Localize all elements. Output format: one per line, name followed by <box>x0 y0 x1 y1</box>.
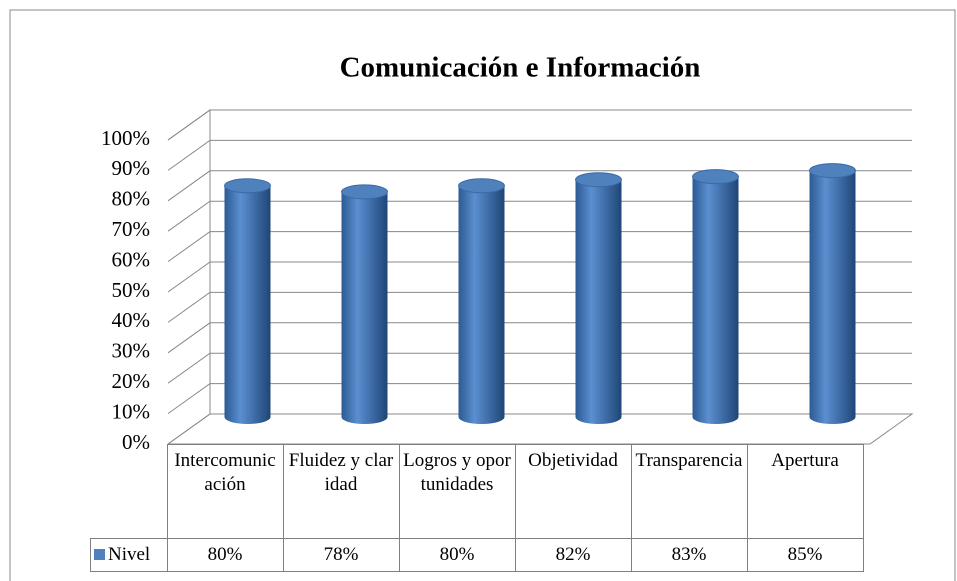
bar-body <box>224 185 271 424</box>
y-tick-label: 100% <box>101 126 150 150</box>
grid-line <box>167 170 912 202</box>
y-tick-label: 90% <box>112 156 151 180</box>
corner-cell <box>90 444 168 539</box>
grid-line <box>167 383 912 415</box>
y-tick-label: 40% <box>112 308 151 332</box>
grid-line <box>167 139 912 171</box>
value-cell: 82% <box>514 538 632 572</box>
grid-line <box>167 291 912 323</box>
legend-label: Nivel <box>108 544 151 565</box>
data-table: Intercomunicación Fluidez y claridad Logro… <box>90 444 864 572</box>
category-cell: Transparencia <box>630 444 748 539</box>
bar <box>809 163 856 424</box>
bar <box>575 172 622 424</box>
grid-line <box>167 352 912 384</box>
y-tick-label: 10% <box>112 399 151 423</box>
category-cell: Intercomunicación <box>166 444 284 539</box>
grid-line <box>167 322 912 354</box>
y-tick-label: 70% <box>112 217 151 241</box>
bar <box>224 178 271 424</box>
header-row: Intercomunicación Fluidez y claridad Logro… <box>90 444 864 539</box>
bar-top <box>341 184 388 200</box>
y-tick-label: 80% <box>112 187 151 211</box>
bar-body <box>809 170 856 424</box>
legend-cell: Nivel <box>90 538 168 572</box>
value-cell: 80% <box>166 538 284 572</box>
bar-body <box>458 185 505 424</box>
grid-line <box>167 413 912 445</box>
category-cell: Logros y oportunidades <box>398 444 516 539</box>
bar-body <box>575 179 622 424</box>
category-cell: Objetividad <box>514 444 632 539</box>
bar-top <box>809 163 856 179</box>
value-cell: 78% <box>282 538 400 572</box>
category-cell: Apertura <box>746 444 864 539</box>
bar-top <box>224 178 271 194</box>
y-tick-label: 60% <box>112 247 151 271</box>
bar-body <box>341 191 388 424</box>
grid-line <box>167 261 912 293</box>
category-cell: Fluidez y claridad <box>282 444 400 539</box>
value-row: Nivel 80% 78% 80% 82% 83% 85% <box>90 538 864 572</box>
bar <box>692 169 739 424</box>
y-tick-label: 50% <box>112 278 151 302</box>
bar <box>341 184 388 424</box>
legend-key <box>94 549 105 560</box>
chart-border <box>9 9 956 581</box>
value-cell: 83% <box>630 538 748 572</box>
bar-top <box>575 172 622 188</box>
grid-line <box>167 109 912 141</box>
bar-body <box>692 176 739 424</box>
floor <box>168 413 914 445</box>
value-cell: 80% <box>398 538 516 572</box>
bar-top <box>458 178 505 194</box>
grid-line <box>167 231 912 263</box>
bar <box>458 178 505 424</box>
grid-line <box>167 200 912 232</box>
chart-title: Comunicación e Información <box>340 52 701 84</box>
y-tick-label: 20% <box>112 369 151 393</box>
bar-top <box>692 169 739 185</box>
value-cell: 85% <box>746 538 864 572</box>
y-tick-label: 30% <box>112 339 151 363</box>
